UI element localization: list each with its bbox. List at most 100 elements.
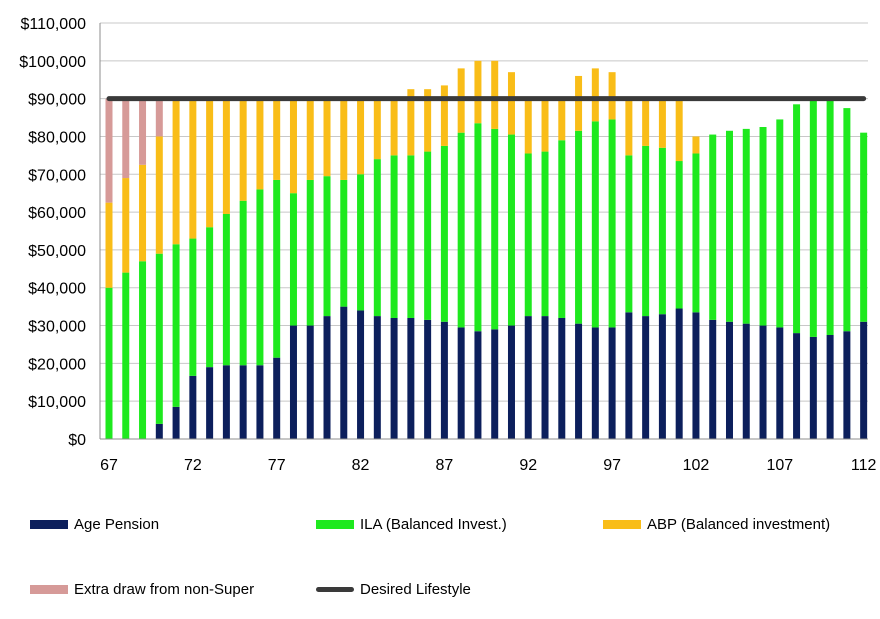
bar-segment <box>323 176 331 317</box>
bar-segment <box>122 178 130 273</box>
bar-segment <box>306 98 314 180</box>
chart-bars <box>105 60 868 439</box>
bar-segment <box>390 317 398 439</box>
bar-segment <box>507 134 515 326</box>
bar-segment <box>759 325 767 439</box>
bar-segment <box>608 119 616 328</box>
bar-segment <box>407 155 415 318</box>
bar-segment <box>289 193 297 326</box>
bar-segment <box>105 98 113 203</box>
bar-segment <box>742 128 750 324</box>
bar-segment <box>289 98 297 194</box>
bar-segment <box>575 323 583 439</box>
bar-segment <box>306 325 314 439</box>
bar-segment <box>222 98 230 214</box>
bar-segment <box>306 179 314 326</box>
x-tick-label: 107 <box>766 457 793 474</box>
x-tick-label: 72 <box>184 457 202 474</box>
x-tick-label: 102 <box>683 457 710 474</box>
bar-segment <box>206 98 214 228</box>
bar-segment <box>172 98 180 245</box>
bar-segment <box>206 367 214 439</box>
bar-segment <box>206 227 214 368</box>
bar-segment <box>591 327 599 439</box>
x-tick-label: 92 <box>519 457 537 474</box>
bar-segment <box>474 60 482 124</box>
y-tick-label: $60,000 <box>28 205 86 222</box>
bar-segment <box>189 375 197 439</box>
bar-segment <box>172 406 180 439</box>
bar-segment <box>809 96 817 337</box>
bar-segment <box>357 98 365 175</box>
bar-segment <box>507 325 515 439</box>
bar-segment <box>440 145 448 322</box>
y-tick-label: $50,000 <box>28 243 86 260</box>
bar-segment <box>239 200 247 366</box>
x-axis-tick-labels: 67 72 77 82 87 92 97 102 107 112 <box>100 457 876 474</box>
bar-segment <box>675 308 683 439</box>
bar-segment <box>407 317 415 439</box>
bar-segment <box>642 316 650 439</box>
bar-segment <box>575 75 583 131</box>
bar-segment <box>172 244 180 407</box>
bar-segment <box>793 333 801 439</box>
bar-segment <box>155 423 163 439</box>
bar-segment <box>457 132 465 328</box>
bar-segment <box>189 98 197 239</box>
bar-segment <box>860 321 868 439</box>
bar-segment <box>692 153 700 313</box>
bar-segment <box>524 153 532 317</box>
bar-segment <box>541 316 549 439</box>
bar-segment <box>642 98 650 146</box>
bar-segment <box>524 316 532 439</box>
bar-segment <box>591 121 599 328</box>
bar-segment <box>373 98 381 160</box>
bar-segment <box>725 321 733 439</box>
bar-segment <box>776 119 784 328</box>
bar-segment <box>139 261 147 439</box>
bar-segment <box>558 98 566 141</box>
y-tick-label: $20,000 <box>28 356 86 373</box>
bar-segment <box>658 98 666 148</box>
bar-segment <box>222 365 230 439</box>
bar-segment <box>390 98 398 156</box>
x-tick-label: 67 <box>100 457 118 474</box>
y-tick-label: $90,000 <box>28 92 86 109</box>
bar-segment <box>424 89 432 152</box>
bar-segment <box>256 365 264 439</box>
bar-segment <box>658 314 666 439</box>
bar-segment <box>809 336 817 439</box>
y-tick-label: $30,000 <box>28 319 86 336</box>
y-axis-tick-labels: $0 $10,000 $20,000 $30,000 $40,000 $50,000 $60… <box>19 16 86 449</box>
bar-segment <box>390 155 398 318</box>
bar-segment <box>474 331 482 439</box>
bar-segment <box>440 321 448 439</box>
y-tick-label: $100,000 <box>19 54 86 71</box>
bar-segment <box>591 68 599 122</box>
x-tick-label: 97 <box>603 457 621 474</box>
bar-segment <box>507 72 515 135</box>
bar-segment <box>524 98 532 154</box>
bar-segment <box>457 327 465 439</box>
bar-segment <box>709 319 717 439</box>
bar-segment <box>776 327 784 439</box>
bar-segment <box>826 335 834 439</box>
chart-axes <box>99 23 868 440</box>
bar-segment <box>608 327 616 439</box>
bar-segment <box>742 323 750 439</box>
bar-segment <box>491 329 499 439</box>
bar-segment <box>625 312 633 439</box>
bar-segment <box>323 316 331 439</box>
bar-segment <box>793 104 801 334</box>
bar-segment <box>373 316 381 439</box>
bar-segment <box>692 312 700 439</box>
bar-segment <box>139 98 147 165</box>
bar-segment <box>725 130 733 322</box>
bar-segment <box>340 179 348 307</box>
bar-segment <box>575 130 583 324</box>
bar-segment <box>675 98 683 162</box>
bar-segment <box>608 72 616 120</box>
bar-segment <box>558 317 566 439</box>
bar-segment <box>642 145 650 317</box>
bar-segment <box>541 98 549 152</box>
